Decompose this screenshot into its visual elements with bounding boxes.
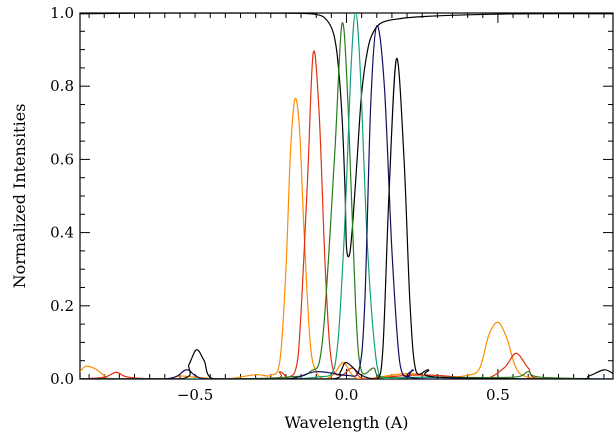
plot-series [80,13,613,379]
x-axis-title: Wavelength (A) [284,413,408,432]
axes [79,12,614,380]
y-tick-label: 0.8 [50,77,74,95]
y-axis-title: Normalized Intensities [10,104,29,289]
y-tick-label: 0.4 [50,224,74,242]
x-tick-label: −0.5 [177,386,213,404]
y-tick-label: 1.0 [50,4,74,22]
x-tick-label: 0.5 [486,386,510,404]
y-tick-label: 0.0 [50,370,74,388]
x-tick-label: 0.0 [335,386,359,404]
series-line-5 [80,13,613,379]
y-tick-label: 0.2 [50,297,74,315]
series-line-3 [80,50,613,379]
series-line-7 [80,58,613,379]
series-line-4 [80,22,613,379]
axis-labels: −0.5 0.0 0.5 0.0 0.2 0.4 0.6 0.8 1.0 Wavelength (… [10,4,510,432]
series-line-2 [80,97,613,379]
series-line-6 [80,25,613,379]
series-line-1 [80,13,613,258]
y-tick-label: 0.6 [50,150,74,168]
